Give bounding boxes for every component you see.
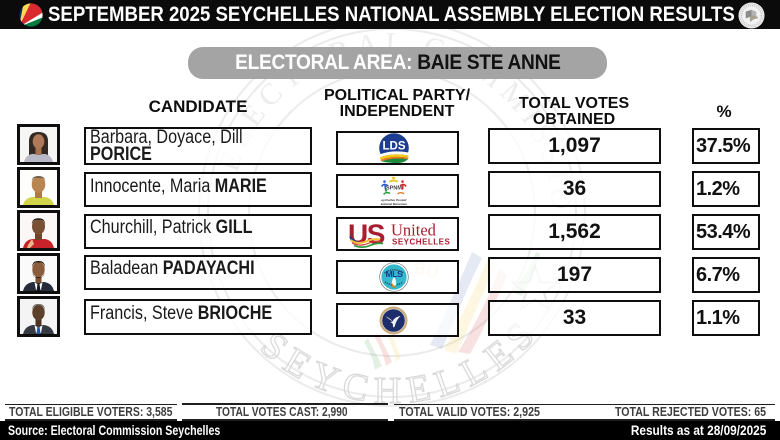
svg-text:MLS: MLS (385, 269, 403, 279)
svg-text:LDS: LDS (382, 141, 405, 153)
svg-text:United: United (391, 220, 437, 239)
svg-text:SEYCHELLES: SEYCHELLES (392, 237, 451, 246)
svg-text:SPNM: SPNM (385, 185, 402, 191)
svg-text:Seychelles People's: Seychelles People's (381, 198, 407, 202)
svg-text:National Movement: National Movement (381, 202, 407, 206)
